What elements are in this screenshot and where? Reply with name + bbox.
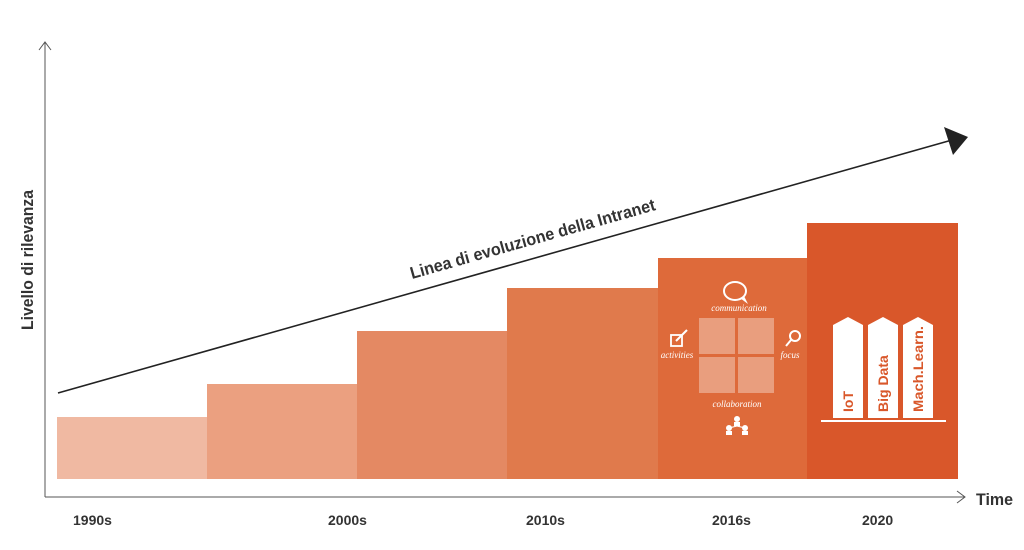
communication-label: communication xyxy=(711,303,767,313)
stage-bar-social-intranet xyxy=(507,288,658,479)
grid-cell-bottom-right xyxy=(738,357,774,393)
pillar-big-data: Big Data xyxy=(868,317,898,418)
stage-bars xyxy=(57,223,958,479)
edit-icon xyxy=(670,329,688,347)
people-network-icon xyxy=(726,416,748,435)
grid-cell-top-right xyxy=(738,318,774,354)
grid-cell-bottom-left xyxy=(699,357,735,393)
trend-label: Linea di evoluzione della Intranet xyxy=(408,195,658,283)
stage-label-digital-workplace: DIGITAL WORKPLACE xyxy=(665,242,803,259)
pillar-label-big-data: Big Data xyxy=(875,355,891,412)
stage-label-collaboration: COLLABORATION xyxy=(378,315,488,332)
digital-workplace-detail: communication activities focus collabora… xyxy=(661,281,801,435)
trend-arrowhead-icon xyxy=(944,127,968,155)
activities-label: activities xyxy=(661,350,694,360)
time-label-2016s: 2016s xyxy=(712,512,751,528)
x-axis-label: Time xyxy=(976,490,1013,509)
workplace-grid xyxy=(699,318,774,393)
y-axis-arrow-icon xyxy=(38,41,52,51)
stage-label-phygital-enterprise: PHYGITAL ENTERPRISE xyxy=(810,207,956,224)
trend-line xyxy=(57,139,953,394)
y-axis-label: Livello di rilevanza xyxy=(18,190,37,330)
axes: Livello di rilevanza Time xyxy=(18,41,1013,509)
pillar-label-iot: IoT xyxy=(840,391,856,412)
stage-bar-communication xyxy=(57,417,207,479)
speech-bubble-icon xyxy=(723,281,748,304)
pillar-mach-learn: Mach.Learn. xyxy=(903,317,933,418)
focus-label: focus xyxy=(781,350,800,360)
pillar-iot: IoT xyxy=(833,317,863,418)
pillar-label-mach-learn: Mach.Learn. xyxy=(910,326,926,412)
time-label-2000s: 2000s xyxy=(328,512,367,528)
time-labels: 1990s 2000s 2010s 2016s 2020 xyxy=(73,512,893,528)
stage-labels: COMMUNICATION SELF-SERVICE COLLABORATION… xyxy=(74,207,956,418)
magnifier-icon xyxy=(785,330,801,347)
time-label-1990s: 1990s xyxy=(73,512,112,528)
stage-bar-collaboration xyxy=(357,331,507,479)
phygital-pillars: IoT Big Data Mach.Learn. xyxy=(821,317,946,422)
stage-label-social-intranet: SOCIAL INTRANET xyxy=(523,272,643,289)
grid-cell-top-left xyxy=(699,318,735,354)
stage-bar-digital-workplace xyxy=(658,258,807,479)
collaboration-label: collaboration xyxy=(713,399,762,409)
time-label-2020: 2020 xyxy=(862,512,893,528)
stage-bar-self-service xyxy=(207,384,357,479)
stage-label-self-service: SELF-SERVICE xyxy=(239,368,327,385)
stage-label-communication: COMMUNICATION xyxy=(74,401,190,418)
time-label-2010s: 2010s xyxy=(526,512,565,528)
x-axis-arrow-icon xyxy=(956,490,966,504)
